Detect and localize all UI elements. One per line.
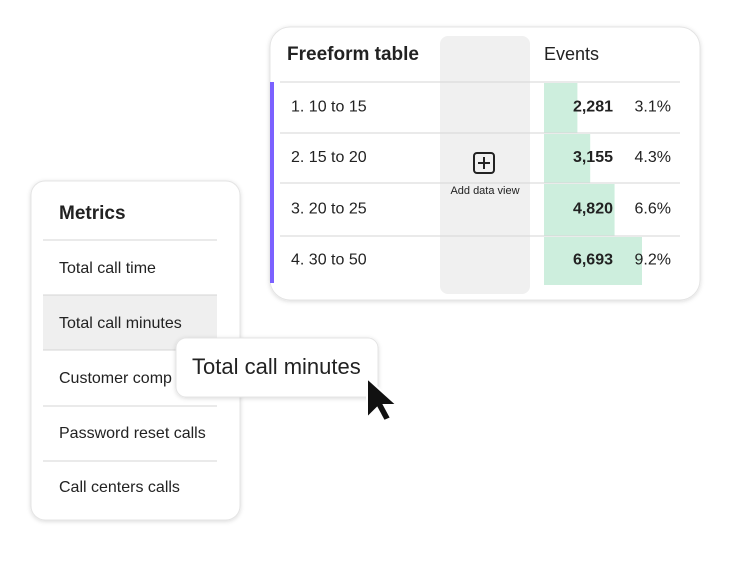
cursor xyxy=(366,375,400,423)
row-label: 1. 10 to 15 xyxy=(291,99,367,116)
row-label: 4. 30 to 50 xyxy=(291,252,367,269)
event-percent: 9.2% xyxy=(635,252,671,269)
event-bar xyxy=(544,237,642,285)
add-icon[interactable] xyxy=(473,152,495,174)
drag-tooltip xyxy=(175,337,379,398)
event-value: 6,693 xyxy=(573,252,613,269)
event-percent: 4.3% xyxy=(635,149,671,166)
metrics-title: Metrics xyxy=(59,203,126,224)
event-bar xyxy=(544,83,578,133)
event-bar xyxy=(544,134,591,183)
row-label: 3. 20 to 25 xyxy=(291,201,367,218)
metric-item[interactable]: Call centers calls xyxy=(59,479,180,496)
add-data-view[interactable]: Add data view xyxy=(450,185,519,197)
column-header: Events xyxy=(544,44,599,64)
event-percent: 6.6% xyxy=(635,201,671,218)
metric-item[interactable]: Total call time xyxy=(59,260,156,277)
event-value: 2,281 xyxy=(573,99,613,116)
event-value: 3,155 xyxy=(573,149,613,166)
table-title: Freeform table xyxy=(287,44,419,65)
tooltip-text: Total call minutes xyxy=(192,354,361,379)
row-label: 2. 15 to 20 xyxy=(291,149,367,166)
event-value: 4,820 xyxy=(573,201,613,218)
metric-item[interactable]: Password reset calls xyxy=(59,425,206,442)
metric-item[interactable]: Customer comp xyxy=(59,370,172,387)
event-bar xyxy=(544,184,615,236)
metric-item[interactable]: Total call minutes xyxy=(59,315,182,332)
selection-bar xyxy=(270,82,274,283)
event-percent: 3.1% xyxy=(635,99,671,116)
